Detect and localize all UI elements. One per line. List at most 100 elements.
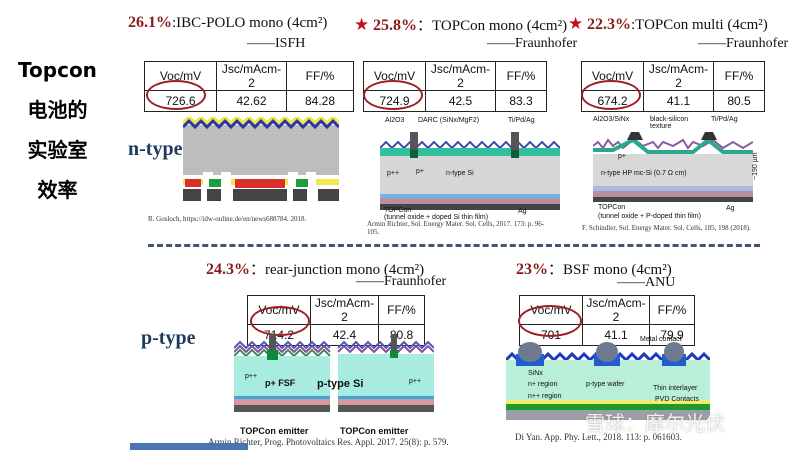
cell-description: rear-junction mono (4cm²) — [265, 262, 425, 278]
side-title-line: Topcon — [18, 58, 97, 82]
cell-description: BSF mono (4cm²) — [563, 262, 672, 278]
label-bulk: n-type HP mc-Si (0.7 Ω cm) — [601, 170, 687, 177]
header-jsc: Jsc/mAcm-2 — [425, 61, 496, 91]
citation-topcon-mono: Armin Richter, Sol. Energy Mater. Sol. C… — [367, 220, 545, 228]
separator: ： — [417, 18, 433, 34]
header-jsc: Jsc/mAcm-2 — [216, 61, 287, 91]
label-al2o3: Al2O3 — [385, 117, 405, 124]
efficiency-value: 22.3% — [587, 16, 631, 33]
label-topcon: TOPCon — [598, 204, 626, 211]
jsc-value: 42.5 — [425, 90, 496, 112]
header-rear-junction: 24.3%：rear-junction mono (4cm²) — [206, 258, 424, 279]
ff-value: 79.9 — [649, 324, 695, 346]
p-type-label: p-type — [141, 327, 196, 349]
highlight-circle — [581, 80, 641, 110]
label-p-plus-plus: p++ — [245, 373, 258, 380]
ff-value: 80.5 — [713, 90, 765, 112]
label-contact: Ti/Pd/Ag — [508, 117, 535, 124]
header-jsc: Jsc/mAcm-2 — [643, 61, 714, 91]
n-type-label: n-type — [128, 138, 183, 160]
label-p-plus: p+ — [618, 153, 626, 160]
source-topcon-mono: ——Fraunhofer — [487, 36, 578, 51]
cell-description: TOPCon multi (4cm²) — [635, 17, 768, 33]
label-topcon-sub: (tunnel oxide + P-doped thin film) — [598, 213, 701, 220]
label-passivation: Al2O3/SiNx — [593, 116, 630, 123]
source-ibc-polo: ——ISFH — [247, 36, 306, 51]
highlight-circle — [250, 306, 310, 336]
label-p-plus-plus-right: p++ — [409, 378, 422, 385]
efficiency-value: 24.3% — [206, 261, 250, 278]
separator: ： — [548, 262, 564, 278]
star-icon: ★ — [354, 15, 370, 34]
label-ag: Ag — [518, 208, 527, 215]
label-metal-contact: Metal contact — [640, 336, 682, 343]
label-bulk: n-type Si — [446, 170, 474, 177]
label-thickness: ~190 µm — [752, 152, 759, 180]
label-wafer: p-type wafer — [586, 381, 625, 388]
label-emitter-right: TOPCon emitter — [340, 426, 409, 436]
label-contact: Ti/Pd/Ag — [711, 116, 738, 123]
highlight-circle — [363, 80, 423, 110]
jsc-value: 42.4 — [310, 324, 379, 346]
citation-rear-junction: Armin Richter, Prog. Photovoltaics Res. … — [208, 437, 449, 447]
jsc-value: 41.1 — [582, 324, 650, 346]
cell-description: TOPCon mono (4cm²) — [432, 18, 568, 34]
cell-description: IBC-POLO mono (4cm²) — [176, 15, 328, 31]
source-bsf-mono: ——ANU — [617, 275, 676, 290]
topcon-mono-diagram — [380, 120, 560, 220]
side-title-line: 效率 — [37, 178, 78, 202]
partial-blue-shape — [130, 443, 248, 450]
header-ff: FF/% — [495, 61, 547, 91]
side-title-line: 实验室 — [27, 138, 88, 162]
citation-ibc-polo: R. Gosloch, https://idw-online.de/en/new… — [148, 215, 307, 223]
label-pvd: PVD Contacts — [655, 396, 699, 403]
label-texture: black-silicon texture — [650, 116, 689, 130]
header-ff: FF/% — [649, 295, 695, 325]
label-p-plus: p+ — [416, 168, 424, 175]
header-ff: FF/% — [713, 61, 765, 91]
ff-value: 83.3 — [495, 90, 547, 112]
label-n-plus: n+ region — [528, 381, 558, 388]
ff-value: 84.28 — [286, 90, 354, 112]
separator: : — [172, 15, 177, 31]
header-topcon-multi: ★ 22.3%:TOPCon multi (4cm²) — [568, 14, 768, 34]
header-ff: FF/% — [378, 295, 425, 325]
label-emitter-left: TOPCon emitter — [240, 426, 309, 436]
ibc-polo-diagram — [183, 117, 339, 202]
rear-junction-diagram — [234, 334, 434, 414]
citation-topcon-mono-cont: 105. — [367, 228, 380, 236]
label-bulk: p-type Si — [317, 378, 364, 390]
header-ibc-polo: 26.1%:IBC-POLO mono (4cm²) — [128, 14, 327, 32]
separator: : — [631, 17, 636, 33]
label-topcon: TOPCon — [384, 207, 412, 214]
highlight-circle — [518, 305, 582, 337]
highlight-circle — [146, 80, 206, 110]
section-divider — [148, 244, 760, 247]
jsc-value: 42.62 — [216, 90, 287, 112]
label-darc: DARC (SiNx/MgF2) — [418, 117, 480, 124]
efficiency-value: 26.1% — [128, 14, 172, 31]
header-jsc: Jsc/mAcm-2 — [582, 295, 650, 325]
header-ff: FF/% — [286, 61, 354, 91]
side-title: Topcon 电池的 实验室 效率 — [10, 50, 105, 210]
header-bsf-mono: 23%：BSF mono (4cm²) — [516, 258, 672, 279]
citation-topcon-multi: F. Schindler, Sol. Energy Mater. Sol. Ce… — [582, 224, 751, 232]
separator: ： — [250, 262, 266, 278]
header-topcon-mono: ★ 25.8%：TOPCon mono (4cm²) — [354, 14, 567, 35]
source-topcon-multi: ——Fraunhofer — [698, 36, 789, 51]
header-jsc: Jsc/mAcm-2 — [310, 295, 379, 325]
label-fsf: p+ FSF — [265, 378, 296, 388]
side-title-line: 电池的 — [27, 98, 88, 122]
jsc-value: 41.1 — [643, 90, 714, 112]
label-n-plus-plus: n++ region — [528, 393, 562, 400]
label-p-plus-plus: p++ — [387, 170, 400, 177]
label-ag: Ag — [726, 205, 735, 212]
bsf-mono-diagram — [506, 338, 710, 420]
efficiency-value: 23% — [516, 261, 548, 278]
watermark: 雪球：摩尔光伏 — [585, 411, 725, 435]
label-topcon-sub: (tunnel oxide + doped Si thin film) — [384, 214, 489, 221]
citation-bsf-mono: Di Yan. App. Phy. Lett., 2018. 113: p. 0… — [515, 432, 682, 442]
label-sinx: SiNx — [528, 370, 543, 377]
topcon-multi-diagram — [593, 128, 753, 204]
efficiency-value: 25.8% — [373, 17, 417, 34]
